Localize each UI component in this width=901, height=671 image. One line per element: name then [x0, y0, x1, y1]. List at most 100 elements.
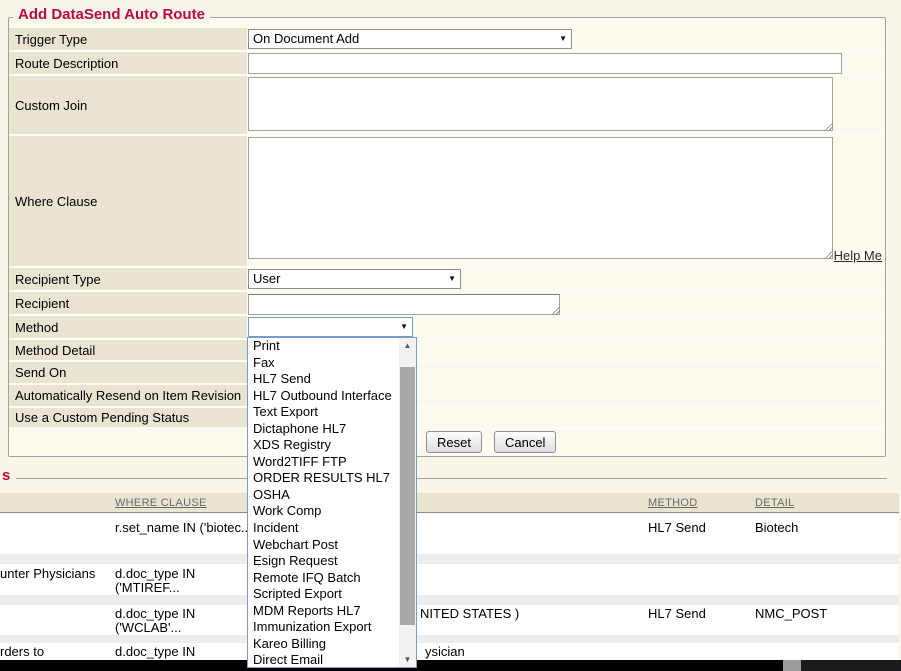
add-route-form: Add DataSend Auto Route Trigger Type On …: [8, 6, 886, 457]
method-option[interactable]: ORDER RESULTS HL7: [253, 470, 391, 486]
method-option[interactable]: Scripted Export: [253, 586, 342, 602]
route-cell-name: unter Physicians: [0, 567, 96, 581]
method-option[interactable]: HL7 Outbound Interface: [253, 387, 392, 403]
row-recipient-type: Recipient Type User ▼: [9, 268, 885, 292]
routes-table-header: WHERE CLAUSE METHOD DETAIL: [0, 493, 899, 513]
method-dropdown-options: Print Fax HL7 Send HL7 Outbound Interface Te…: [248, 338, 399, 667]
method-option[interactable]: HL7 Send: [253, 371, 311, 387]
recipient-type-value: User: [253, 271, 281, 286]
row-custom-join: Custom Join: [9, 76, 885, 136]
custom-join-field: [247, 76, 885, 134]
routes-section-legend: s: [2, 467, 11, 484]
where-clause-label: Where Clause: [9, 136, 247, 266]
method-option[interactable]: Webchart Post: [253, 536, 339, 552]
trigger-type-select[interactable]: On Document Add ▼: [248, 29, 572, 49]
row-where-clause: Where Clause Help Me: [9, 136, 885, 268]
dropdown-scrollbar[interactable]: ▲ ▼: [399, 338, 416, 667]
column-header-detail[interactable]: DETAIL: [755, 497, 795, 509]
row-stripe: [0, 595, 899, 605]
method-option[interactable]: Direct Email: [253, 652, 324, 667]
method-option[interactable]: Remote IFQ Batch: [253, 569, 361, 585]
row-stripe: [0, 635, 899, 643]
scroll-up-icon[interactable]: ▲: [403, 341, 412, 350]
row-custom-pending-status: Use a Custom Pending Status: [9, 408, 885, 429]
select-arrow-icon: ▼: [400, 322, 408, 331]
recipient-type-field: User ▼: [247, 268, 885, 290]
form-button-row: Reset Cancel: [9, 429, 885, 455]
route-cell-where-clause: r.set_name IN ('biotec...: [115, 521, 252, 535]
row-stripe: [0, 554, 899, 564]
method-option[interactable]: Immunization Export: [253, 619, 372, 635]
method-option[interactable]: XDS Registry: [253, 437, 332, 453]
route-description-field: [247, 52, 885, 74]
row-route-description: Route Description: [9, 52, 885, 76]
custom-join-label: Custom Join: [9, 76, 247, 134]
select-arrow-icon: ▼: [448, 274, 456, 283]
method-option[interactable]: Text Export: [253, 404, 319, 420]
reset-button[interactable]: Reset: [426, 431, 482, 453]
trigger-type-value: On Document Add: [253, 31, 360, 46]
bottom-bar: [0, 660, 901, 671]
scrollbar-thumb[interactable]: [400, 367, 415, 625]
recipient-textarea[interactable]: [248, 294, 560, 315]
select-arrow-icon: ▼: [559, 34, 567, 43]
method-option[interactable]: Esign Request: [253, 553, 338, 569]
trigger-type-label: Trigger Type: [9, 28, 247, 50]
row-method: Method ▼: [9, 316, 885, 340]
resize-grip-icon[interactable]: [551, 306, 560, 315]
help-me-link[interactable]: Help Me: [833, 248, 882, 263]
custom-join-textarea[interactable]: [248, 77, 833, 131]
route-cell-where-clause: d.doc_type IN ('WCLAB'...: [115, 606, 196, 635]
form-legend: Add DataSend Auto Route: [13, 6, 210, 23]
where-clause-textarea[interactable]: [248, 137, 833, 259]
routes-table-body: r.set_name IN ('biotec... HL7 Send Biotech…: [0, 514, 899, 660]
route-row[interactable]: unter Physicians d.doc_type IN ('MTIREF..…: [0, 564, 899, 595]
send-on-label: Send On: [9, 362, 247, 383]
recipient-type-label: Recipient Type: [9, 268, 247, 290]
route-cell-method: HL7 Send: [648, 606, 706, 621]
custom-pending-status-label: Use a Custom Pending Status: [9, 408, 247, 427]
row-method-detail: Method Detail: [9, 340, 885, 362]
method-select[interactable]: ▼: [248, 317, 413, 337]
route-cell-where-clause: d.doc_type IN ('MTIREF...: [115, 566, 196, 595]
row-auto-resend: Automatically Resend on Item Revision: [9, 385, 885, 408]
method-option[interactable]: OSHA: [253, 486, 290, 502]
route-cell-name: rders to: [0, 645, 45, 659]
route-row[interactable]: rders to d.doc_type IN ('REFORD... ysician: [0, 643, 899, 660]
method-option[interactable]: Dictaphone HL7: [253, 420, 347, 436]
method-option[interactable]: Word2TIFF FTP: [253, 453, 347, 469]
recipient-type-select[interactable]: User ▼: [248, 269, 461, 289]
route-row[interactable]: r.set_name IN ('biotec... HL7 Send Biotech: [0, 514, 899, 554]
method-option[interactable]: Fax: [253, 354, 275, 370]
method-detail-label: Method Detail: [9, 340, 247, 360]
row-trigger-type: Trigger Type On Document Add ▼: [9, 28, 885, 52]
route-description-label: Route Description: [9, 52, 247, 74]
method-option[interactable]: Incident: [253, 520, 299, 536]
resize-grip-icon[interactable]: [824, 122, 833, 131]
column-header-method[interactable]: METHOD: [648, 497, 698, 509]
row-recipient: Recipient: [9, 292, 885, 316]
where-clause-field: Help Me: [247, 136, 885, 266]
route-cell-recipient: NITED STATES ): [420, 606, 520, 621]
method-field: ▼: [247, 316, 885, 338]
trigger-type-field: On Document Add ▼: [247, 28, 885, 50]
route-row[interactable]: d.doc_type IN ('WCLAB'... NITED STATES ) H…: [0, 605, 899, 635]
method-option[interactable]: Work Comp: [253, 503, 322, 519]
cancel-button[interactable]: Cancel: [493, 431, 557, 453]
bottom-scrollbar-thumb[interactable]: [783, 660, 801, 671]
resize-grip-icon[interactable]: [824, 250, 833, 259]
method-option[interactable]: MDM Reports HL7: [253, 602, 361, 618]
route-description-input[interactable]: [248, 53, 842, 74]
recipient-label: Recipient: [9, 292, 247, 314]
route-cell-detail: NMC_POST: [755, 606, 828, 621]
method-dropdown-list: Print Fax HL7 Send HL7 Outbound Interface Te…: [247, 337, 417, 668]
row-send-on: Send On: [9, 362, 885, 385]
method-option[interactable]: Print: [253, 338, 280, 353]
method-option[interactable]: Kareo Billing: [253, 635, 326, 651]
method-label: Method: [9, 316, 247, 338]
scroll-down-icon[interactable]: ▼: [403, 655, 412, 664]
route-cell-recipient: ysician: [425, 644, 465, 659]
route-cell-method: HL7 Send: [648, 520, 706, 535]
column-header-where-clause[interactable]: WHERE CLAUSE: [115, 497, 207, 509]
